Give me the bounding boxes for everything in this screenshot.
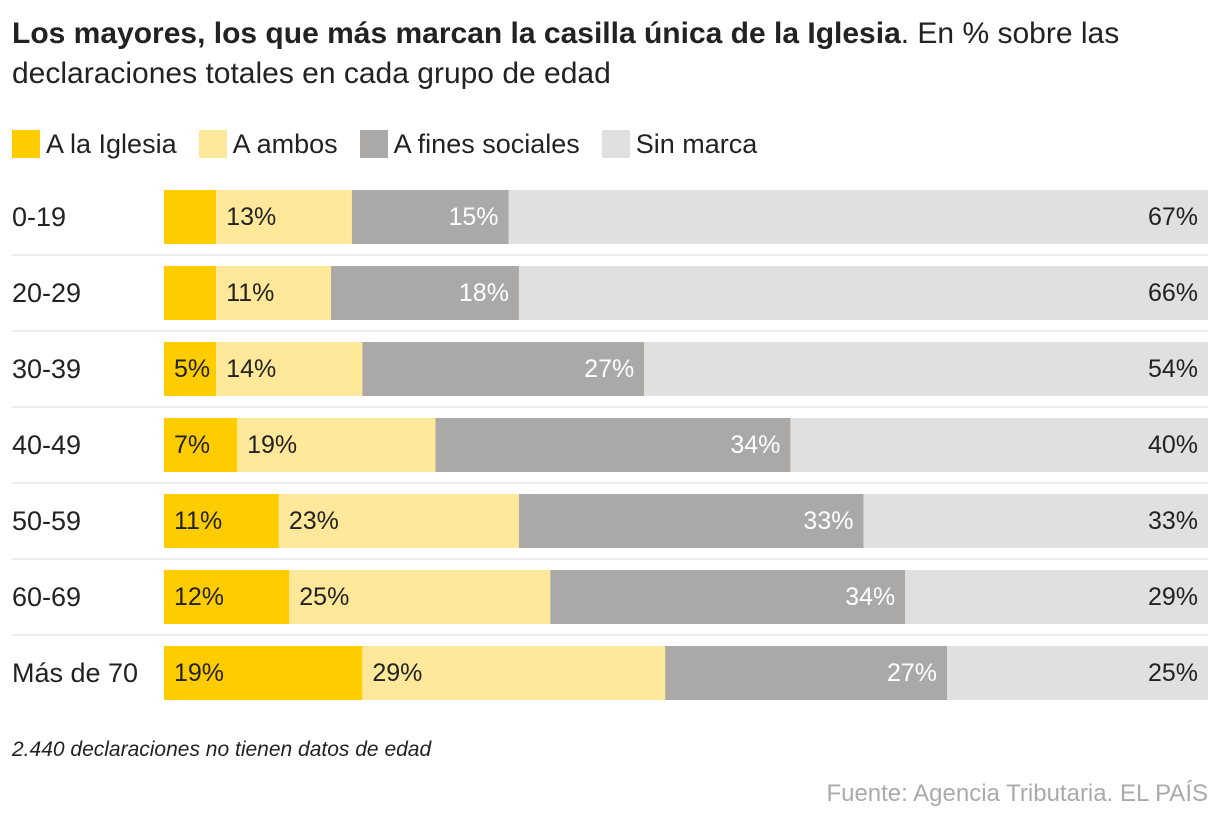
chart-title-bold: Los mayores, los que más marcan la casil…	[12, 17, 901, 50]
data-label: 12%	[174, 583, 224, 611]
bar-segment	[362, 342, 645, 396]
bar-segment	[164, 494, 279, 548]
data-label: 11%	[174, 507, 222, 535]
bar-segment	[216, 342, 363, 396]
bar-segment	[947, 646, 1208, 700]
data-label: 13%	[226, 203, 276, 231]
data-label: 34%	[845, 583, 895, 611]
category-label: 40-49	[12, 430, 81, 460]
legend-swatch	[198, 130, 227, 158]
bar-segment	[863, 494, 1208, 548]
legend: A la Iglesia A ambos A fines sociales Sin m…	[12, 126, 779, 162]
bar-segment	[518, 494, 864, 548]
data-label: 14%	[226, 355, 276, 383]
category-label: Más de 70	[12, 658, 138, 688]
bar-segment	[278, 494, 519, 548]
legend-swatch	[12, 130, 40, 158]
legend-item: A fines sociales	[359, 128, 580, 160]
legend-swatch	[359, 130, 388, 158]
footnote: 2.440 declaraciones no tienen datos de e…	[12, 738, 432, 761]
category-label: 30-39	[12, 354, 81, 384]
data-label: 19%	[247, 431, 297, 459]
data-label: 11%	[226, 279, 274, 307]
data-label: 7%	[174, 431, 210, 459]
data-label: 19%	[174, 659, 224, 687]
category-label: 0-19	[12, 202, 66, 232]
bar-segment	[237, 418, 436, 472]
bar-segment	[790, 418, 1208, 472]
legend-swatch	[601, 130, 630, 158]
data-label: 67%	[1148, 203, 1198, 231]
bar-segment	[216, 266, 332, 320]
bar-segment	[331, 266, 519, 320]
bar-segment	[644, 342, 1208, 396]
data-label: 34%	[730, 431, 780, 459]
data-label: 33%	[1148, 507, 1198, 535]
bar-segment	[216, 190, 352, 244]
data-label: 54%	[1148, 355, 1198, 383]
legend-label: Sin marca	[635, 128, 758, 159]
bar-segment	[351, 190, 509, 244]
bar-segment	[164, 570, 290, 624]
data-label: 33%	[803, 507, 853, 535]
legend-item: A la Iglesia	[12, 129, 177, 160]
bar-segment	[362, 646, 666, 700]
data-label: 27%	[887, 659, 937, 687]
bar-segment	[435, 418, 791, 472]
bar-segment	[164, 266, 217, 320]
bar-segment	[518, 266, 1208, 320]
bar-segment	[164, 190, 217, 244]
data-label: 25%	[299, 583, 349, 611]
data-label: 29%	[1148, 583, 1198, 611]
bar-segment	[164, 646, 363, 700]
data-label: 25%	[1148, 659, 1198, 687]
legend-label: A fines sociales	[393, 128, 580, 159]
bar-segment	[508, 190, 1208, 244]
data-label: 15%	[448, 203, 498, 231]
data-label: 27%	[584, 355, 634, 383]
legend-item: A ambos	[198, 128, 338, 160]
data-label: 5%	[174, 355, 210, 383]
data-label: 29%	[372, 659, 422, 687]
legend-label: A ambos	[232, 128, 338, 159]
data-label: 40%	[1148, 431, 1198, 459]
category-label: 60-69	[12, 582, 81, 612]
bar-segment	[550, 570, 906, 624]
category-label: 50-59	[12, 506, 81, 536]
bar-segment	[665, 646, 947, 700]
chart-subtitle: . En % sobre las declaraciones totales e…	[12, 17, 1120, 90]
legend-label: A la Iglesia	[46, 128, 177, 159]
data-label: 66%	[1148, 279, 1198, 307]
bar-segment	[289, 570, 551, 624]
legend-item: Sin marca	[601, 128, 758, 160]
category-label: 20-29	[12, 278, 81, 308]
data-label: 23%	[289, 507, 339, 535]
bar-segment	[164, 418, 238, 472]
chart-title: Los mayores, los que más marcan la casil…	[12, 14, 1217, 94]
source-credit: Fuente: Agencia Tributaria. EL PAÍS	[826, 780, 1208, 807]
data-label: 18%	[459, 279, 509, 307]
stacked-bar-chart: 0-19 13% 15% 67% 20-29 11% 18% 66% 30-39 5% 14% 27%…	[12, 190, 1208, 700]
bar-segment	[905, 570, 1208, 624]
bar-segment	[164, 342, 217, 396]
